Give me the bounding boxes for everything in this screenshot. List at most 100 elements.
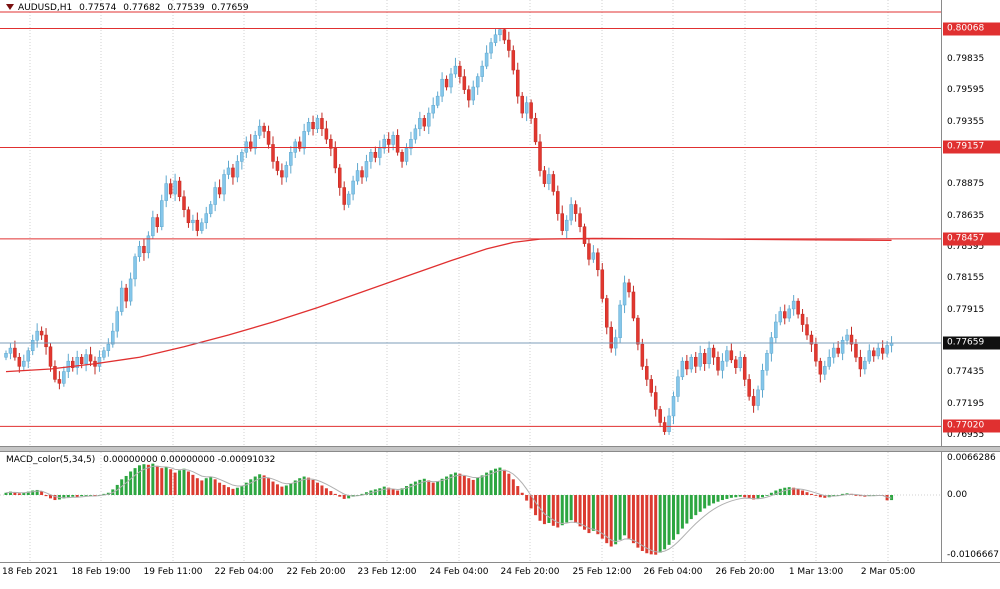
candle-body: [418, 118, 422, 130]
candle-body: [400, 152, 404, 162]
candle-body: [680, 360, 685, 378]
candle-body: [587, 243, 591, 260]
candle-body: [271, 144, 275, 162]
macd-values: 0.00000000 0.00000000 -0.00091032: [103, 455, 276, 465]
ohlc-low: 0.77539: [167, 3, 205, 13]
candle-body: [787, 308, 791, 319]
candle-body: [551, 174, 556, 192]
panel-divider[interactable]: [0, 446, 1000, 452]
candle-body: [444, 78, 449, 88]
candle-body: [636, 317, 640, 345]
candle-body: [449, 73, 453, 88]
candle-body: [115, 311, 119, 332]
candle-body: [302, 131, 306, 149]
candle-body: [498, 29, 502, 36]
candle-body: [556, 191, 560, 214]
candle-body: [885, 345, 889, 354]
candle-body: [702, 353, 707, 365]
candle-body: [369, 152, 373, 162]
moving-average-line: [5, 237, 892, 373]
candle-body: [783, 311, 787, 319]
candle-body: [235, 161, 240, 178]
candle-body: [493, 34, 498, 43]
candle-body: [605, 298, 609, 328]
price-axis[interactable]: 0.79835 0.79595 0.79355 0.78875 0.78635 0.783…: [941, 0, 1000, 562]
candle-body: [845, 334, 849, 341]
time-axis-label: 19 Feb 11:00: [143, 567, 203, 577]
candle-body: [306, 122, 311, 132]
candle-body: [142, 246, 146, 254]
candle-body: [329, 138, 333, 149]
candle-body: [257, 125, 262, 136]
candle-body: [35, 330, 39, 341]
price-axis-label: 0.76955: [947, 429, 985, 440]
price-line-badge: 0.78457: [943, 232, 1000, 246]
candle-body: [48, 346, 53, 367]
time-axis[interactable]: 18 Feb 2021 18 Feb 19:00 19 Feb 11:00 22 Fe…: [0, 562, 1000, 589]
price-line-badge: 0.77020: [943, 419, 1000, 433]
candle-body: [769, 337, 774, 354]
candle-body: [667, 415, 671, 432]
candle-body: [547, 174, 551, 184]
candle-body: [346, 193, 351, 205]
candle-body: [289, 152, 293, 166]
symbol-marker-icon: [6, 4, 14, 10]
candle-body: [275, 161, 280, 171]
candle-body: [805, 324, 809, 336]
macd-signal-line: [5, 465, 892, 553]
candle-body: [320, 118, 324, 130]
candle-body: [355, 170, 360, 182]
candle-body: [751, 396, 756, 406]
candle-body: [155, 217, 160, 227]
candle-body: [413, 128, 418, 140]
candle-body: [440, 78, 444, 97]
candle-body: [151, 217, 155, 237]
candle-body: [854, 343, 858, 358]
candle-body: [453, 65, 458, 75]
candle-body: [62, 371, 66, 384]
candle-body: [133, 256, 137, 280]
candle-body: [578, 213, 582, 227]
candle-body: [26, 350, 30, 362]
candle-body: [106, 343, 111, 351]
candle-body: [707, 347, 711, 365]
candle-body: [182, 196, 186, 210]
candle-body: [627, 282, 631, 293]
candle-body: [226, 167, 231, 175]
symbol-timeframe: AUDUSD,H1: [18, 3, 73, 13]
macd-scale-label: 0.00: [947, 490, 968, 500]
candle-body: [97, 356, 102, 367]
main-chart-canvas[interactable]: [0, 0, 941, 446]
candle-body: [249, 141, 253, 149]
candle-body: [44, 334, 48, 348]
candle-body: [30, 340, 35, 351]
time-axis-label: 26 Feb 20:00: [715, 567, 775, 577]
candle-body: [4, 353, 8, 358]
ohlc-open: 0.77574: [79, 3, 117, 13]
candle-body: [698, 353, 702, 367]
candle-body: [778, 311, 783, 323]
macd-canvas[interactable]: [0, 452, 941, 562]
candle-body: [467, 89, 471, 101]
time-axis-label: 18 Feb 2021: [1, 567, 59, 577]
candle-body: [351, 180, 355, 195]
candle-body: [146, 235, 151, 254]
price-axis-label: 0.77915: [947, 304, 985, 315]
candle-body: [725, 350, 729, 362]
candle-body: [160, 200, 164, 227]
candle-body: [204, 213, 208, 224]
candle-body: [13, 347, 17, 358]
time-axis-label: 24 Feb 20:00: [500, 567, 560, 577]
candle-body: [849, 334, 854, 345]
candle-body: [177, 180, 182, 197]
candle-body: [564, 219, 569, 231]
candle-body: [831, 347, 836, 358]
candle-body: [471, 86, 475, 101]
candle-body: [533, 118, 538, 143]
candle-body: [863, 360, 867, 370]
candle-body: [222, 174, 226, 195]
candle-body: [373, 152, 378, 158]
candle-body: [711, 347, 716, 358]
candle-body: [338, 167, 342, 188]
chart-header: AUDUSD,H1 0.77574 0.77682 0.77539 0.7765…: [6, 3, 253, 13]
